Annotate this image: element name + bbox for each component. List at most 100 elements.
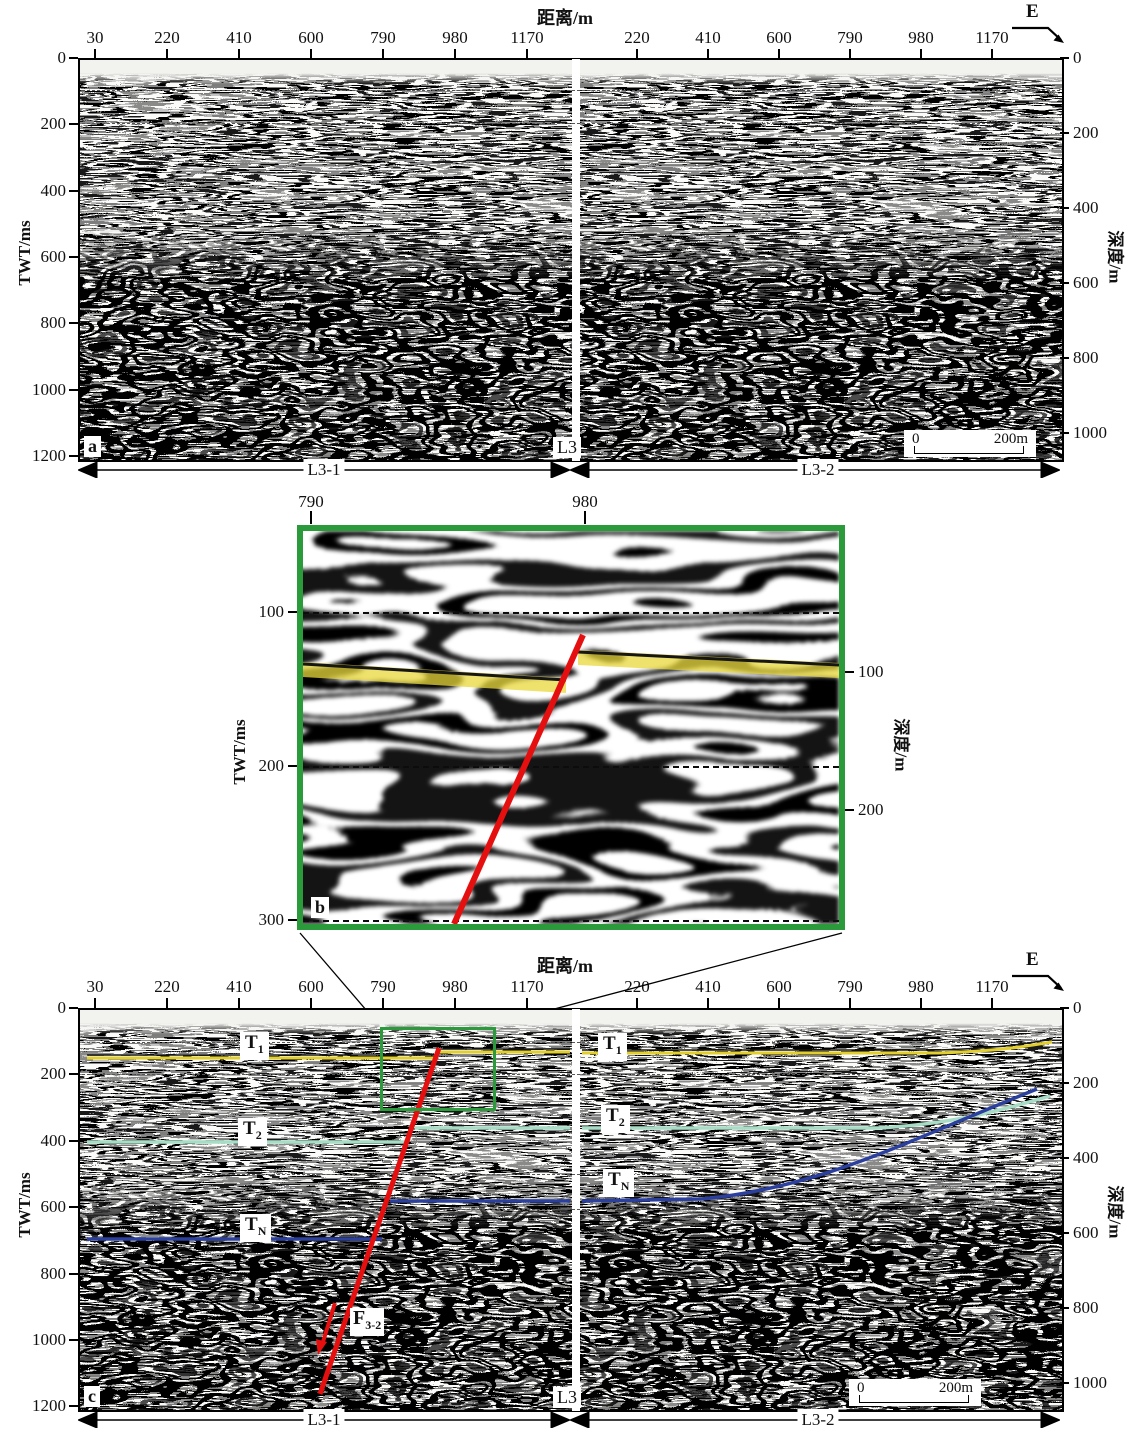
panel-a-crossline-label: L3 (553, 437, 581, 458)
panel-b-x-tick-label: 790 (298, 492, 324, 511)
panel-c-twt-tick-mark (69, 1007, 78, 1009)
panel-c-twt-tick-mark (69, 1339, 78, 1341)
panel-b-letter: b (311, 897, 330, 918)
panel-c-depth-tick-label: 600 (1073, 1223, 1099, 1242)
panel-c-twt-tick-label: 1200 (32, 1396, 66, 1415)
inset-location-rectangle (380, 1027, 496, 1111)
panel-c-x-tick-mark (920, 998, 922, 1008)
panel-c-section-left-label: L3-1 (303, 1409, 345, 1430)
panel-a-x-tick-label: 980 (908, 28, 934, 47)
panel-c-x-tick-label: 980 (442, 977, 468, 996)
panel-c-x-tick-label: 980 (908, 977, 934, 996)
panel-c-crossline-label: L3 (553, 1387, 581, 1408)
panel-a-twt-tick-mark (69, 256, 78, 258)
panel-a-east-arrow-icon (1012, 26, 1064, 43)
panel-a-depth-tick-label: 0 (1073, 48, 1082, 67)
panel-a-twt-tick-label: 1000 (32, 380, 66, 399)
panel-a-depth-axis-title: 深度/m (1105, 230, 1125, 284)
panel-c-x-tick-mark (991, 998, 993, 1008)
panel-a-x-tick-mark (454, 49, 456, 58)
panel-c-letter: c (84, 1386, 100, 1407)
panel-a-twt-tick-label: 600 (40, 247, 67, 266)
panel-a-depth-tick-mark (1060, 207, 1069, 209)
panel-a-x-tick-label: 220 (624, 28, 650, 47)
panel-b-x-tick-label: 980 (572, 492, 598, 511)
panel-c-depth-tick-label: 1000 (1073, 1373, 1107, 1392)
panel-c-twt-tick-mark (69, 1206, 78, 1208)
panel-c-twt-axis-title: TWT/ms (15, 1172, 34, 1238)
panel-a-section-l3-1-image (80, 60, 572, 460)
panel-c-x-tick-label: 600 (298, 977, 324, 996)
panel-c-distance-axis-title: 距离/m (537, 956, 593, 976)
panel-c-depth-tick-mark (1060, 1007, 1069, 1009)
panel-c-twt-tick-mark (69, 1273, 78, 1275)
horizon-t1-label-west: T1 (240, 1032, 269, 1060)
panel-c-x-tick-label: 790 (837, 977, 863, 996)
panel-a-x-tick-label: 600 (766, 28, 792, 47)
panel-c-x-tick-mark (310, 998, 312, 1008)
scale-bar-zero: 0 (912, 431, 920, 447)
panel-a-x-tick-label: 410 (226, 28, 252, 47)
panel-c-x-tick-label: 410 (226, 977, 252, 996)
panel-b-x-tick-mark (310, 511, 312, 524)
panel-a-x-tick-mark (636, 49, 638, 58)
panel-a-section-extent-arrows (78, 462, 1060, 478)
panel-a-x-tick-label: 980 (442, 28, 468, 47)
horizon-tn-label-west: TN (240, 1214, 272, 1242)
panel-a-east-label: E (1026, 1, 1039, 22)
section-seam (572, 59, 580, 461)
panel-a-section-l3-2-image (580, 60, 1062, 460)
panel-a-x-tick-mark (310, 49, 312, 58)
dashed-reference-line (82, 90, 1060, 91)
panel-a-x-tick-label: 1170 (975, 28, 1009, 47)
dashed-reference-line (303, 920, 839, 922)
panel-c-x-tick-mark (526, 998, 528, 1008)
dashed-reference-line (303, 766, 839, 768)
panel-c-east-arrow-icon (1012, 974, 1064, 991)
panel-a-depth-tick-mark (1060, 57, 1069, 59)
panel-b-twt-axis-title: TWT/ms (230, 719, 249, 785)
panel-b-depth-tick-mark (845, 671, 854, 673)
panel-c-east-label: E (1026, 949, 1039, 970)
panel-b-depth-tick-label: 100 (858, 662, 884, 681)
panel-c-x-tick-mark (849, 998, 851, 1008)
dashed-reference-line (82, 1074, 1060, 1075)
panel-a-twt-tick-label: 800 (40, 313, 67, 332)
panel-a-x-tick-label: 790 (370, 28, 396, 47)
panel-c-depth-axis-title: 深度/m (1105, 1185, 1125, 1239)
panel-b-depth-tick-label: 200 (858, 800, 884, 819)
panel-c-x-tick-label: 1170 (510, 977, 544, 996)
panel-a-x-tick-mark (849, 49, 851, 58)
panel-c-depth-tick-label: 0 (1073, 998, 1082, 1017)
panel-a-letter: a (84, 436, 101, 457)
panel-a-section-right-label: L3-2 (797, 459, 839, 480)
panel-a-x-tick-mark (920, 49, 922, 58)
panel-a-x-tick-mark (778, 49, 780, 58)
panel-b-inset-box: b (297, 525, 845, 930)
panel-a-x-tick-mark (991, 49, 993, 58)
panel-a-twt-tick-mark (69, 57, 78, 59)
panel-b-depth-tick-mark (845, 809, 854, 811)
panel-a-twt-tick-label: 400 (40, 181, 67, 200)
panel-a-x-tick-mark (238, 49, 240, 58)
panel-c-x-tick-label: 220 (624, 977, 650, 996)
scale-bar-end: 200m (938, 1380, 973, 1396)
panel-c-section-extent-arrows (78, 1412, 1060, 1428)
panel-a-twt-tick-label: 1200 (32, 446, 66, 465)
panel-a-depth-tick-label: 200 (1073, 123, 1099, 142)
panel-c-twt-tick-label: 600 (40, 1197, 67, 1216)
panel-a-x-tick-mark (707, 49, 709, 58)
panel-a-depth-tick-mark (1060, 357, 1069, 359)
horizon-t2-label-west: T2 (238, 1118, 267, 1146)
scale-bar-end: 200m (993, 431, 1028, 447)
panel-c-section-l3-1-image (80, 1010, 572, 1410)
panel-c-x-tick-mark (382, 998, 384, 1008)
panel-a-twt-tick-mark (69, 322, 78, 324)
panel-c-x-tick-label: 1170 (975, 977, 1009, 996)
dashed-reference-line (82, 1174, 1060, 1175)
panel-c-depth-tick-mark (1060, 1382, 1069, 1384)
panel-a-x-tick-label: 1170 (510, 28, 544, 47)
panel-c-twt-tick-label: 400 (40, 1131, 67, 1150)
panel-a-twt-axis-title: TWT/ms (15, 220, 34, 286)
section-seam (572, 1009, 580, 1411)
